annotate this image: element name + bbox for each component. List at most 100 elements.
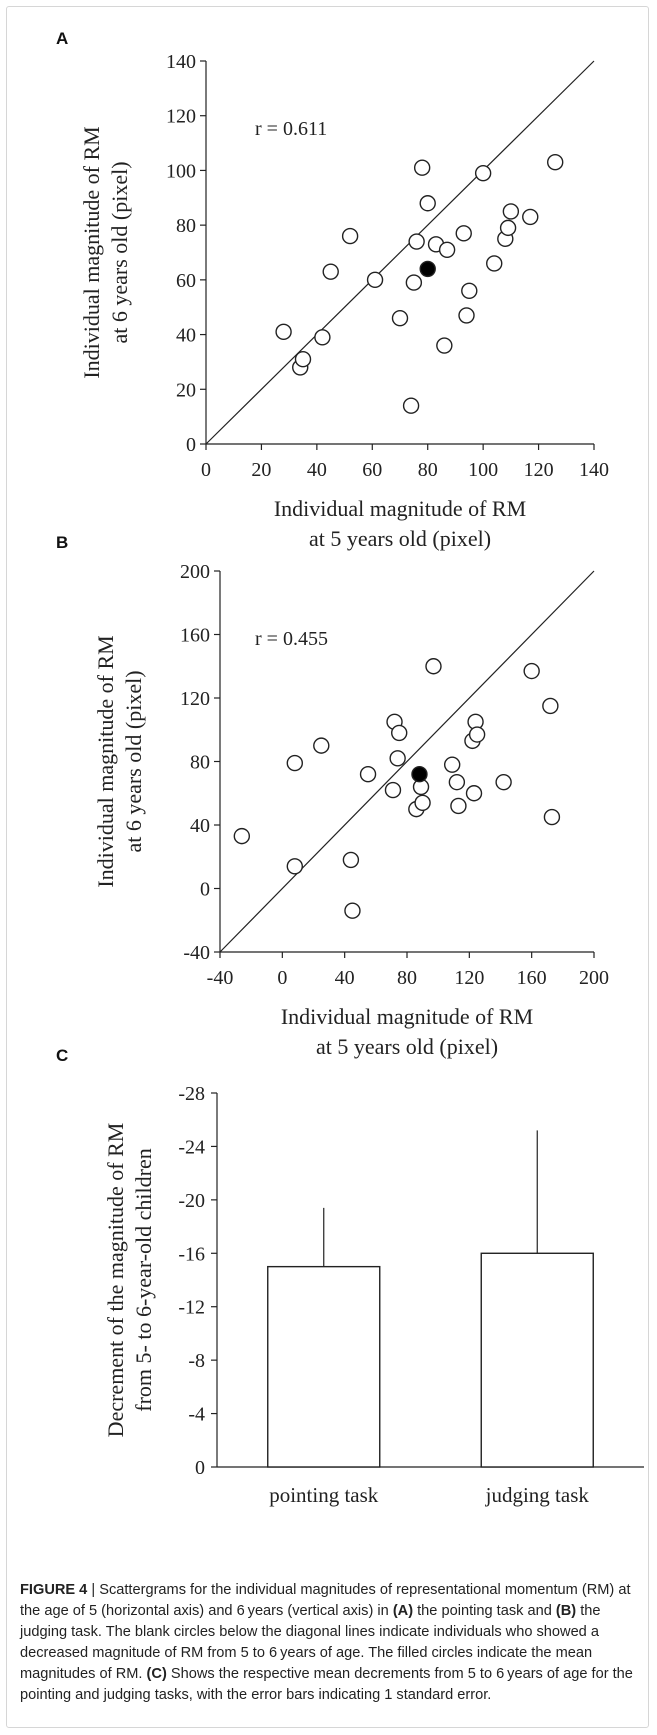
chart-b-x-tick-label: 120	[454, 967, 484, 989]
chart-c-y-tick-label: -16	[178, 1243, 205, 1265]
chart-a-x-tick-label: 60	[362, 459, 382, 481]
chart-a-data-point	[391, 309, 409, 327]
chart-b-y-tick-label: 80	[190, 752, 210, 774]
chart-a-data-point	[314, 329, 331, 346]
chart-b-data-point	[450, 797, 467, 815]
caption-segment: the judging task. The blank circles belo…	[20, 1603, 601, 1682]
chart-b-data-point	[523, 662, 540, 680]
chart-a-x-tick-label: 140	[579, 459, 609, 481]
chart-b-data-point	[425, 658, 442, 675]
chart-b-data-point	[384, 781, 402, 799]
chart-a-diagonal-line	[205, 60, 595, 445]
panel-c-letter: C	[56, 1046, 68, 1065]
chart-b-y-axis-label: at 6 years old (pixel)	[121, 670, 146, 852]
chart-b-x-tick-label: -40	[207, 967, 234, 989]
chart-c-y-tick-label: -28	[178, 1083, 205, 1105]
chart-a-data-point	[438, 241, 456, 258]
chart-a-x-tick-label: 0	[201, 459, 211, 481]
caption-segment: the pointing task and	[413, 1603, 556, 1619]
chart-b-data-point	[542, 697, 559, 715]
chart-b-data-point	[468, 726, 486, 743]
chart-a-y-tick-label: 100	[166, 160, 196, 182]
chart-c-y-tick-label: 0	[195, 1457, 205, 1479]
chart-a-data-point	[294, 350, 312, 368]
chart-a-y-axis-label: at 6 years old (pixel)	[107, 161, 132, 343]
caption-segment: Shows the respective mean decrements fro…	[20, 1666, 633, 1703]
chart-a-data-point	[499, 219, 517, 237]
chart-b-x-axis-label: Individual magnitude of RM	[281, 1004, 533, 1029]
chart-a-y-tick-label: 140	[166, 51, 196, 73]
figure-caption: FIGURE 4 | Scattergrams for the individu…	[20, 1580, 642, 1706]
caption-segment: (A)	[392, 1603, 414, 1619]
chart-c-y-tick-label: -20	[178, 1190, 205, 1212]
chart-b-y-tick-label: -40	[183, 942, 210, 964]
chart-a-data-point	[547, 154, 564, 171]
chart-b: r = 0.455 -40 0 40 80 120 160 200 -40 0 40 80 120 16…	[93, 561, 609, 1059]
caption-separator: |	[87, 1582, 100, 1598]
caption-segment: (B)	[555, 1603, 577, 1619]
chart-a-r-annotation: r = 0.611	[255, 118, 327, 140]
chart-b-data-point	[543, 808, 561, 826]
caption-segment: (C)	[146, 1666, 167, 1682]
chart-b-y-tick-label: 40	[190, 815, 210, 837]
chart-b-data-point	[359, 766, 377, 783]
chart-b-y-tick-label: 120	[180, 688, 210, 710]
chart-b-data-point	[233, 827, 251, 845]
chart-c-y-axis-label: Decrement of the magnitude of RM	[103, 1123, 128, 1438]
chart-a-y-tick-label: 0	[186, 434, 196, 456]
chart-b-data-point	[465, 785, 483, 802]
chart-a-x-tick-label: 20	[251, 459, 271, 481]
chart-b-x-tick-label: 0	[277, 967, 287, 989]
chart-b-x-tick-label: 200	[579, 967, 609, 989]
chart-a-x-tick-label: 120	[524, 459, 554, 481]
chart-a-data-point	[408, 233, 425, 250]
chart-b-x-tick-label: 40	[335, 967, 355, 989]
chart-c-y-tick-label: -12	[178, 1297, 205, 1319]
chart-a-y-tick-label: 40	[176, 325, 196, 347]
chart-a-x-tick-label: 100	[468, 459, 498, 481]
panel-b-letter: B	[56, 533, 68, 552]
chart-b-data-point	[286, 858, 303, 875]
chart-b-data-point	[495, 773, 512, 791]
chart-c-y-tick-label: -24	[178, 1136, 205, 1158]
chart-b-data-point	[443, 756, 461, 773]
chart-a-data-point	[405, 274, 423, 291]
chart-a-data-point	[366, 271, 384, 289]
chart-a-x-axis-label: at 5 years old (pixel)	[309, 526, 491, 551]
chart-a-data-point	[461, 282, 478, 299]
chart-b-data-point	[414, 794, 431, 811]
chart-b-y-tick-label: 0	[200, 879, 210, 901]
chart-c-bar	[480, 1252, 594, 1468]
chart-b-x-axis-label: at 5 years old (pixel)	[316, 1034, 498, 1059]
chart-a-y-tick-label: 20	[176, 379, 196, 401]
chart-a-y-tick-label: 120	[166, 106, 196, 128]
chart-c-y-axis-label: from 5- to 6-year-old children	[131, 1148, 156, 1411]
chart-a-data-point	[522, 208, 539, 226]
chart-a-data-point	[486, 255, 503, 272]
chart-a-data-point	[419, 195, 436, 212]
chart-c-category-label: judging task	[485, 1483, 590, 1507]
chart-a-y-tick-label: 80	[176, 215, 196, 237]
chart-a-data-point	[458, 307, 475, 324]
chart-b-data-point	[448, 773, 466, 791]
chart-b-r-annotation: r = 0.455	[255, 628, 328, 650]
chart-b-x-tick-label: 80	[397, 967, 417, 989]
chart-a-data-point	[455, 225, 472, 242]
chart-a-x-tick-label: 80	[418, 459, 438, 481]
chart-a-data-point	[275, 323, 292, 341]
chart-b-y-tick-label: 160	[180, 625, 210, 647]
chart-b-mean-point	[411, 766, 428, 783]
chart-b-y-tick-label: 200	[180, 561, 210, 583]
chart-a-data-point	[402, 397, 420, 414]
chart-b-data-point	[313, 737, 330, 754]
caption-segment: Scattergrams for the individual magnitud…	[20, 1582, 631, 1619]
chart-a-data-point	[436, 337, 453, 354]
chart-b-data-point	[286, 754, 303, 772]
chart-b-x-tick-label: 160	[517, 967, 547, 989]
chart-b-y-axis-label: Individual magnitude of RM	[93, 635, 118, 887]
chart-a-x-tick-label: 40	[307, 459, 327, 481]
chart-a-y-axis-label: Individual magnitude of RM	[79, 126, 104, 378]
panel-a-letter: A	[56, 29, 68, 48]
chart-b-diagonal-line	[219, 570, 595, 953]
chart-c-y-tick-label: -4	[188, 1404, 205, 1426]
